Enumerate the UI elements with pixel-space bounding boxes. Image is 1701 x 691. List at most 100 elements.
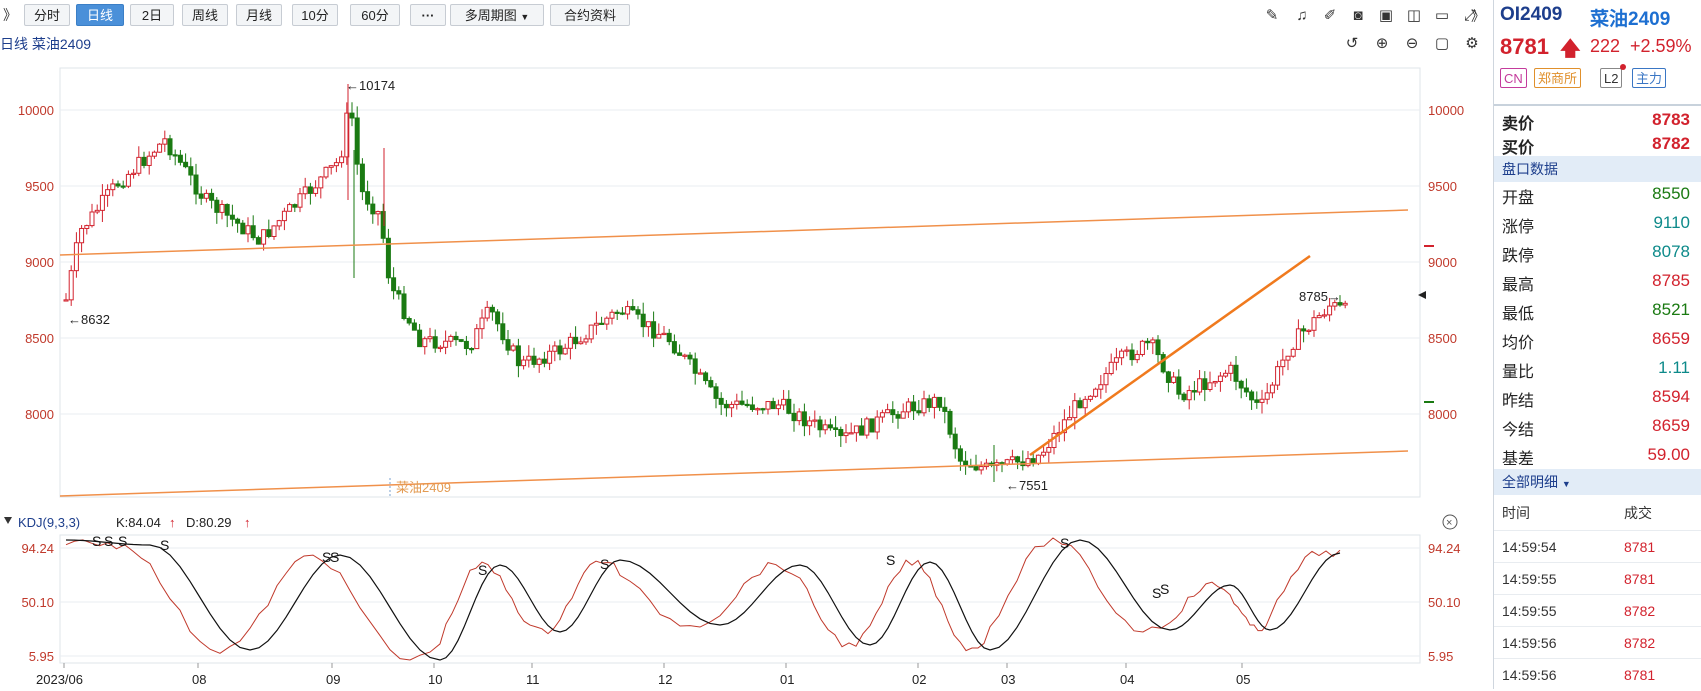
candle-body [755, 408, 761, 411]
price-up-icon: 🡅 [1560, 38, 1581, 60]
candle-body [786, 398, 792, 414]
tag-main[interactable]: 主力 [1632, 68, 1667, 88]
candle-body [1124, 349, 1130, 352]
candle-body [822, 424, 828, 431]
tab-weekly[interactable]: 周线 [182, 4, 228, 26]
tag-l2[interactable]: L2 [1600, 68, 1623, 88]
quote-value: 8550 [1652, 184, 1690, 203]
candle-body [432, 336, 438, 349]
candle-body [1332, 302, 1338, 307]
x-tick-label: 11 [526, 672, 540, 687]
candle-body [911, 401, 917, 412]
quote-label: 跌停 [1502, 248, 1535, 265]
multi-period-dropdown[interactable]: 多周期图 ▼ [450, 4, 544, 26]
candle-body [287, 204, 293, 212]
tab-daily[interactable]: 日线 [76, 4, 124, 26]
kdj-k-up-icon: ↑ [169, 515, 176, 530]
candle-body [1004, 459, 1010, 465]
candle-body [593, 322, 599, 326]
collapse-right-icon[interactable]: 》 [1471, 8, 1485, 24]
candle-body [1243, 387, 1249, 393]
candle-body [1119, 350, 1125, 359]
candle-body [703, 372, 709, 382]
collapse-left-icon[interactable]: 》 [3, 7, 17, 23]
zoom-in-icon[interactable]: ⊕ [1375, 35, 1389, 52]
candle-body [183, 161, 189, 168]
candle-body [1077, 400, 1083, 409]
tab-2day[interactable]: 2日 [130, 4, 174, 26]
tag-cn[interactable]: CN [1500, 68, 1527, 88]
capture-icon[interactable]: ◙ [1353, 7, 1363, 24]
recent-high-label: 8785→ [1299, 289, 1341, 304]
x-tick-label: 05 [1236, 672, 1250, 687]
settings-icon[interactable]: ⚙ [1465, 35, 1479, 52]
kdj-d-line [65, 539, 1341, 661]
candle-body [1306, 329, 1312, 332]
candle-body [1290, 348, 1296, 357]
y-tick-left: 9000 [25, 255, 54, 270]
multi-period-label: 多周期图 [464, 8, 517, 23]
pen-icon[interactable]: ✎ [1265, 7, 1279, 24]
quote-value: 59.00 [1647, 445, 1690, 464]
tab-60min[interactable]: 60分 [350, 4, 400, 26]
candle-body [781, 398, 787, 406]
candle-body [952, 433, 958, 450]
kdj-close-icon[interactable] [1442, 514, 1458, 530]
candle-body [146, 155, 152, 166]
layout-icon[interactable]: ◫ [1406, 7, 1422, 24]
candle-body [578, 341, 584, 345]
candle-body [1217, 375, 1223, 382]
candle-body [375, 211, 381, 215]
quote-value: 8078 [1652, 242, 1690, 261]
tag-exchange[interactable]: 郑商所 [1534, 68, 1582, 88]
zoom-out-icon[interactable]: ⊖ [1405, 35, 1419, 52]
candle-body [619, 312, 625, 315]
camera-icon[interactable]: ▣ [1378, 7, 1394, 24]
candle-body [105, 189, 111, 196]
instrument-code: OI2409 [1500, 4, 1563, 25]
tab-fenshi[interactable]: 分时 [24, 4, 70, 26]
quote-value: 8785 [1652, 271, 1690, 290]
candle-body [713, 386, 719, 399]
tab-monthly[interactable]: 月线 [236, 4, 282, 26]
candle-body [1311, 317, 1317, 331]
candles [63, 84, 1348, 482]
candle-body [110, 183, 116, 191]
detail-section-head[interactable]: 全部明细 ▼ [1494, 469, 1701, 495]
candlestick-chart[interactable]: 10000 10000 9500 9500 9000 9000 8500 8500 8000 80… [0, 0, 1490, 689]
more-button[interactable]: ··· [410, 4, 446, 26]
candle-body [625, 306, 631, 315]
candle-body [775, 404, 781, 410]
candle-body [229, 214, 235, 220]
main-grid: 10000 10000 9500 9500 9000 9000 8500 8500 8000 80… [18, 103, 1464, 422]
candle-body [365, 191, 371, 205]
candle-body [874, 416, 880, 433]
candle-body [203, 192, 209, 199]
chart-toolbar: 》 分时 日线 2日 周线 月线 10分 60分 ··· 多周期图 ▼ 合约资料… [0, 0, 1490, 34]
candle-body [281, 210, 287, 222]
candle-body [567, 336, 573, 349]
undo-icon[interactable]: ↺ [1345, 35, 1359, 52]
fullscreen-icon[interactable]: ⤢ [1463, 7, 1476, 24]
edit-icon[interactable]: ✐ [1323, 7, 1337, 24]
bell-icon[interactable]: ♫ [1296, 7, 1308, 24]
candle-body [1015, 456, 1021, 463]
candle-body [864, 418, 870, 436]
candle-body [817, 419, 823, 431]
candle-body [697, 372, 703, 375]
kdj-collapse-icon[interactable] [4, 517, 12, 524]
candle-body [255, 237, 261, 245]
kdj-d-up-icon: ↑ [244, 515, 251, 530]
kdj-k-line [65, 537, 1341, 661]
contract-info-button[interactable]: 合约资料 [550, 4, 630, 26]
candle-body [188, 166, 194, 176]
candle-body [172, 154, 178, 157]
x-tick-label: 01 [780, 672, 794, 687]
candle-body [1093, 388, 1099, 397]
last-price: 8781 [1500, 34, 1549, 59]
window-icon[interactable]: ▢ [1434, 35, 1450, 52]
quote-value: 8659 [1652, 416, 1690, 435]
tab-10min[interactable]: 10分 [292, 4, 338, 26]
monitor-icon[interactable]: ▭ [1434, 7, 1450, 24]
candle-body [448, 335, 454, 342]
